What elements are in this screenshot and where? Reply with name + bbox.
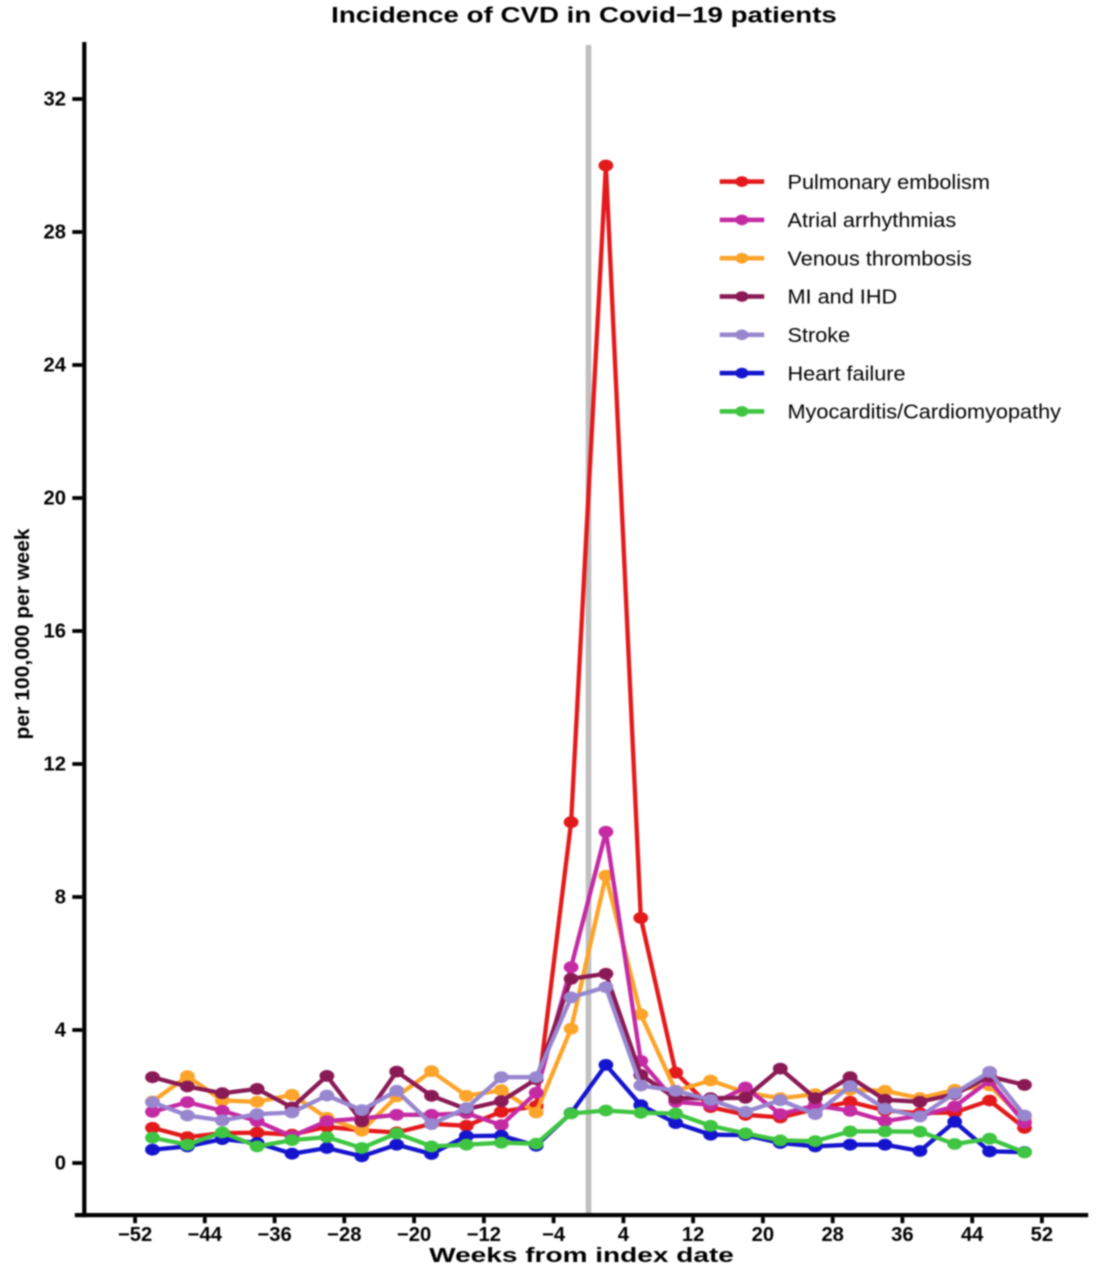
svg-text:44: 44 (961, 1224, 984, 1246)
svg-text:28: 28 (44, 222, 66, 244)
svg-text:−44: −44 (188, 1224, 223, 1246)
svg-text:−36: −36 (257, 1224, 291, 1246)
svg-text:52: 52 (1031, 1224, 1053, 1246)
svg-text:28: 28 (821, 1224, 843, 1246)
svg-text:4: 4 (55, 1020, 67, 1042)
svg-text:−28: −28 (327, 1224, 361, 1246)
svg-text:−4: −4 (542, 1224, 566, 1246)
svg-text:4: 4 (618, 1224, 630, 1246)
svg-text:−12: −12 (467, 1224, 501, 1246)
svg-text:16: 16 (44, 621, 66, 643)
svg-text:8: 8 (55, 887, 66, 909)
svg-text:0: 0 (55, 1153, 66, 1175)
svg-text:Incidence of CVD in Covid−19 p: Incidence of CVD in Covid−19 patients (331, 3, 837, 28)
svg-text:Venous thrombosis: Venous thrombosis (788, 248, 972, 270)
svg-text:−52: −52 (118, 1224, 152, 1246)
svg-text:Pulmonary embolism: Pulmonary embolism (788, 171, 990, 193)
svg-text:Weeks from index date: Weeks from index date (429, 1245, 734, 1267)
svg-text:Atrial arrhythmias: Atrial arrhythmias (788, 210, 957, 232)
svg-text:32: 32 (44, 89, 66, 111)
svg-text:24: 24 (44, 355, 67, 377)
svg-text:Myocarditis/Cardiomyopathy: Myocarditis/Cardiomyopathy (788, 401, 1062, 423)
svg-text:20: 20 (752, 1224, 774, 1246)
svg-text:20: 20 (44, 488, 66, 510)
svg-text:MI and IHD: MI and IHD (788, 286, 898, 308)
svg-text:Stroke: Stroke (788, 325, 851, 347)
svg-text:36: 36 (891, 1224, 913, 1246)
svg-text:per 100,000 per week: per 100,000 per week (11, 528, 33, 740)
svg-text:Heart failure: Heart failure (788, 363, 906, 385)
svg-text:12: 12 (682, 1224, 704, 1246)
svg-text:12: 12 (44, 754, 66, 776)
svg-text:−20: −20 (397, 1224, 431, 1246)
